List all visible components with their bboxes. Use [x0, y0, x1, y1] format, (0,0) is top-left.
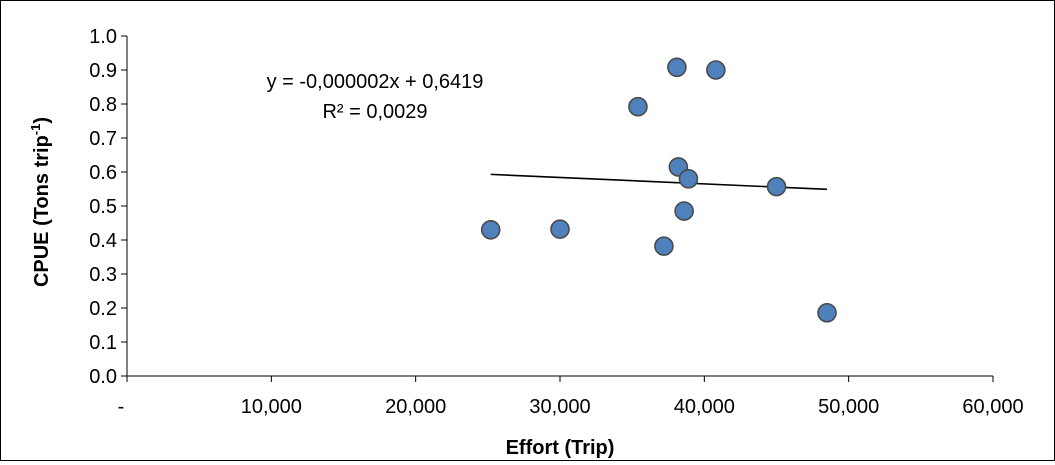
y-tick-label: 0.4 — [89, 230, 117, 252]
data-point — [654, 236, 674, 256]
data-point — [667, 57, 687, 78]
data-point — [550, 219, 570, 239]
x-tick-label: 30,000 — [529, 396, 590, 418]
y-axis-title-superscript: -1 — [28, 124, 43, 136]
x-tick-label: 60,000 — [962, 396, 1023, 418]
x-tick-label: - — [118, 396, 125, 418]
y-tick-label: 0.0 — [89, 366, 117, 388]
data-point — [766, 176, 787, 197]
x-tick-label: 10,000 — [241, 396, 302, 418]
y-tick-label: 0.9 — [89, 60, 117, 82]
y-axis-title-main: CPUE (Tons trip — [31, 135, 53, 287]
y-tick-label: 1.0 — [89, 26, 117, 48]
r-squared-label: R² = 0,0029 — [322, 101, 427, 123]
x-tick-label: 50,000 — [818, 396, 879, 418]
x-tick-label: 40,000 — [674, 396, 735, 418]
y-axis-title: CPUE (Tons trip-1) — [28, 117, 53, 287]
data-point — [480, 220, 501, 240]
data-point — [817, 302, 837, 323]
y-tick-label: 0.7 — [89, 128, 117, 150]
x-tick-label: 20,000 — [385, 396, 446, 418]
x-axis-title: Effort (Trip) — [506, 437, 615, 459]
y-tick-label: 0.1 — [89, 332, 117, 354]
trendline-equation: y = -0,000002x + 0,6419 — [267, 71, 484, 93]
y-tick-label: 0.6 — [89, 162, 117, 184]
y-axis-ticks: 0.0 0.1 0.2 0.3 0.4 0.5 0.6 0.7 0.8 0.9 1.0 — [89, 26, 127, 388]
y-tick-label: 0.5 — [89, 196, 117, 218]
data-point — [678, 169, 699, 189]
data-point — [628, 96, 648, 117]
y-tick-label: 0.8 — [89, 94, 117, 116]
data-point — [706, 60, 726, 80]
data-points — [480, 57, 837, 323]
y-tick-label: 0.2 — [89, 298, 117, 320]
y-tick-label: 0.3 — [89, 264, 117, 286]
y-axis-title-close: ) — [31, 117, 53, 124]
x-axis-ticks: - 10,000 20,000 30,000 40,000 50,000 60,000 — [118, 376, 1024, 418]
data-point — [674, 201, 694, 221]
